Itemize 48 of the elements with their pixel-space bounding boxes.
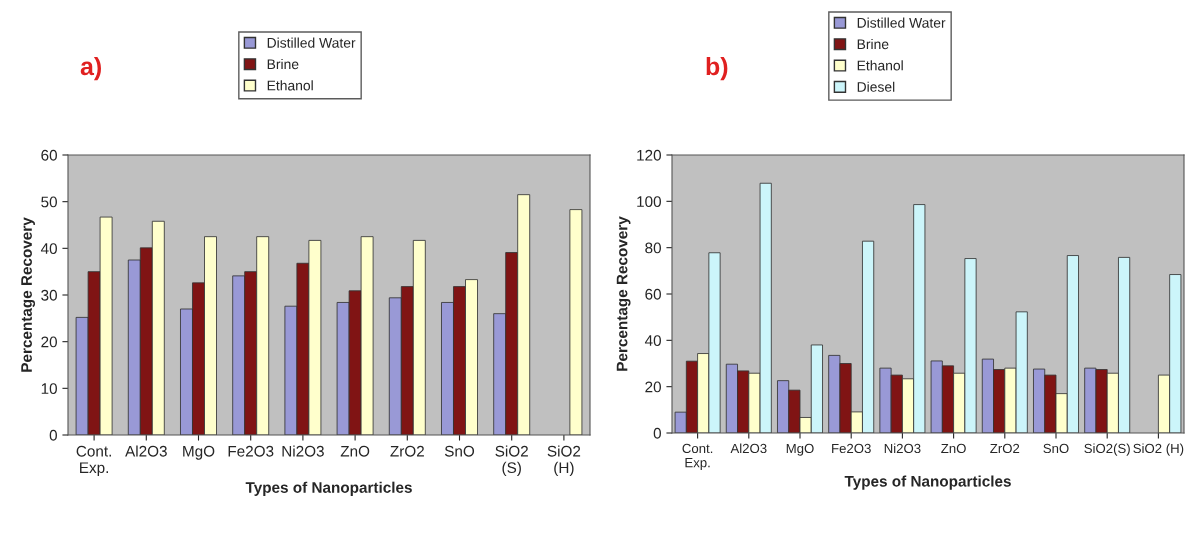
y-tick-label: 100 bbox=[637, 196, 661, 208]
x-tick-label: Al2O3 bbox=[125, 445, 167, 457]
x-tick-label: Cont. Exp. bbox=[682, 443, 713, 470]
x-tick-label: Fe2O3 bbox=[832, 443, 871, 454]
x-tick-label: ZnO bbox=[941, 443, 966, 454]
y-tick-label: 80 bbox=[645, 242, 661, 254]
x-tick-label: ZrO2 bbox=[390, 445, 424, 457]
x-tick-label: SnO bbox=[1043, 443, 1069, 454]
y-tick-label: 0 bbox=[653, 427, 661, 439]
legend-label: Ethanol bbox=[267, 80, 313, 91]
x-axis-title: Types of Nanoparticles bbox=[245, 481, 412, 496]
x-tick-label: SiO2(S) bbox=[1084, 443, 1130, 456]
y-tick-label: 20 bbox=[645, 381, 661, 393]
x-tick-label: SiO2 (H) bbox=[547, 445, 581, 477]
y-tick-label: 60 bbox=[645, 288, 661, 300]
bar bbox=[569, 209, 583, 435]
x-tick-label: SnO bbox=[444, 445, 475, 457]
y-tick-label: 120 bbox=[637, 149, 661, 161]
x-tick-label: SiO2 (S) bbox=[495, 445, 528, 477]
x-tick-label: Ni2O3 bbox=[884, 443, 921, 454]
legend-label: Brine bbox=[267, 58, 299, 70]
x-tick-label: MgO bbox=[183, 445, 215, 460]
y-axis-title: Percentage Recovery bbox=[21, 217, 36, 372]
legend-label: Diesel bbox=[857, 81, 895, 92]
x-axis-title: Types of Nanoparticles bbox=[844, 475, 1011, 490]
y-tick-label: 10 bbox=[41, 383, 57, 395]
legend-label: Ethanol bbox=[857, 60, 903, 71]
x-tick-label: Al2O3 bbox=[730, 443, 767, 454]
y-tick-label: 30 bbox=[41, 289, 57, 301]
y-tick-label: 50 bbox=[41, 196, 57, 208]
y-tick-label: 40 bbox=[40, 243, 57, 255]
legend-label: Brine bbox=[857, 38, 889, 50]
text: b) bbox=[706, 56, 728, 81]
x-tick-label: MgO bbox=[786, 443, 814, 456]
x-tick-label: Ni2O3 bbox=[282, 445, 324, 457]
legend-label: Distilled Water bbox=[267, 37, 356, 48]
x-tick-label: Fe2O3 bbox=[228, 445, 274, 457]
y-axis-title: Percentage Recovery bbox=[616, 216, 631, 371]
text: a) bbox=[80, 56, 101, 81]
y-tick-label: 60 bbox=[41, 149, 57, 161]
x-tick-label: ZrO2 bbox=[990, 443, 1020, 454]
y-tick-label: 40 bbox=[644, 335, 661, 347]
y-tick-label: 0 bbox=[49, 429, 57, 441]
legend-label: Distilled Water bbox=[857, 17, 946, 28]
x-tick-label: ZnO bbox=[340, 445, 370, 457]
y-tick-label: 20 bbox=[41, 336, 57, 348]
x-tick-label: SiO2 (H) bbox=[1133, 443, 1184, 456]
x-tick-label: Cont. Exp. bbox=[76, 445, 111, 477]
